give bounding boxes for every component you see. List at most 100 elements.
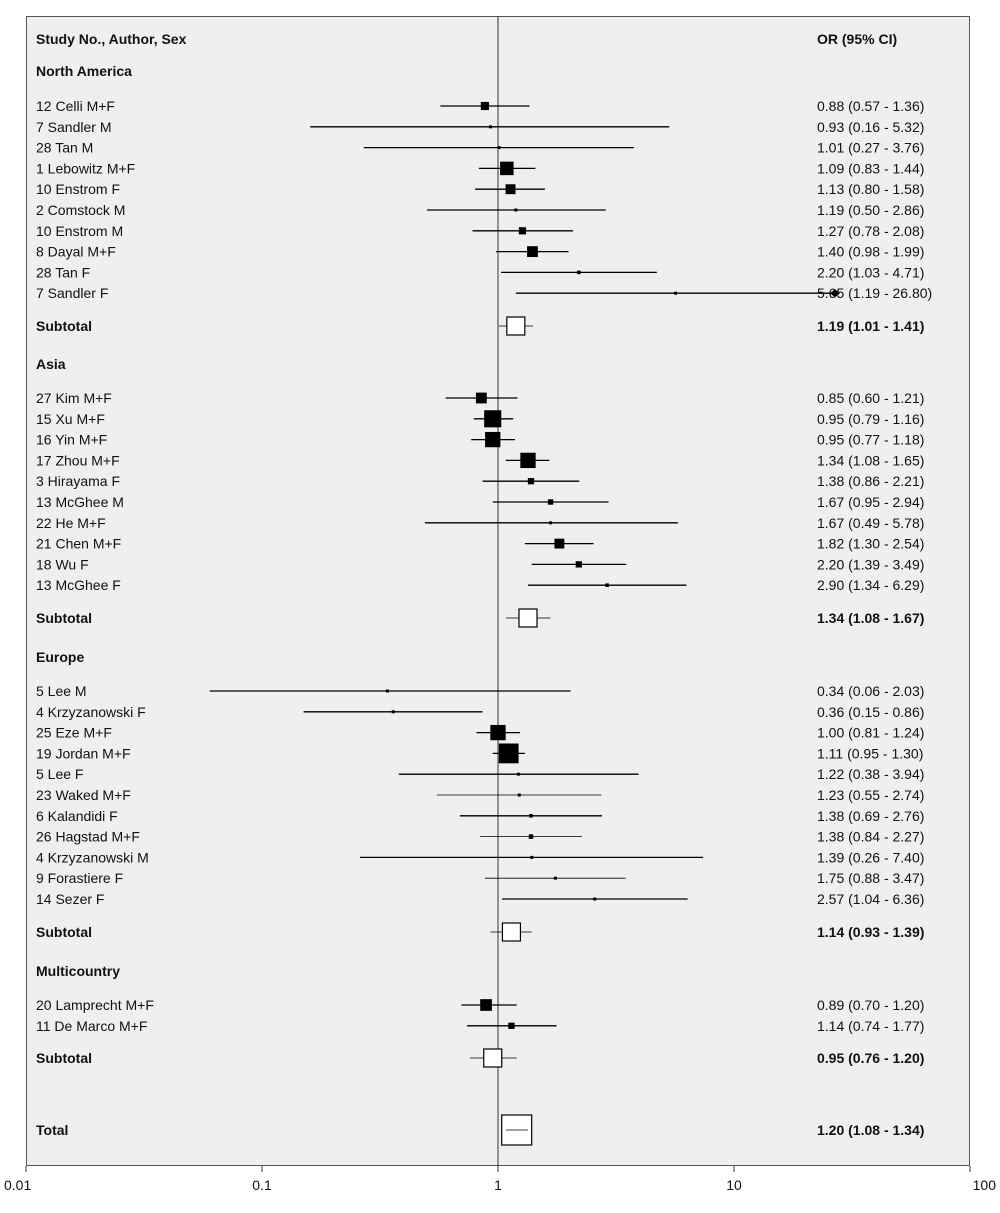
study-point-marker (508, 1022, 515, 1029)
subtotal-marker (483, 1048, 503, 1068)
study-or-value: 1.19 (0.50 - 2.86) (817, 202, 924, 218)
study-label: 3 Hirayama F (36, 473, 120, 489)
study-point-marker (527, 246, 538, 257)
study-or-value: 1.14 (0.74 - 1.77) (817, 1018, 924, 1034)
study-label: 10 Enstrom F (36, 181, 120, 197)
study-point-marker (530, 855, 534, 859)
subtotal-label: Subtotal (36, 1050, 92, 1066)
study-or-value: 1.40 (0.98 - 1.99) (817, 244, 924, 260)
study-label: 5 Lee M (36, 683, 87, 699)
group-title: Multicountry (36, 963, 120, 979)
total-label: Total (36, 1122, 68, 1138)
study-point-marker (391, 710, 395, 714)
study-label: 6 Kalandidi F (36, 808, 118, 824)
study-or-value: 1.22 (0.38 - 3.94) (817, 766, 924, 782)
subtotal-label: Subtotal (36, 924, 92, 940)
study-point-marker (498, 743, 519, 764)
study-point-marker (385, 689, 389, 693)
study-or-value: 1.01 (0.27 - 3.76) (817, 140, 924, 156)
study-label: 20 Lamprecht M+F (36, 997, 154, 1013)
study-label: 18 Wu F (36, 556, 89, 572)
study-point-marker (520, 452, 536, 469)
x-axis-tick-label: 0.01 (4, 1177, 31, 1193)
study-label: 15 Xu M+F (36, 411, 105, 427)
study-label: 16 Yin M+F (36, 432, 107, 448)
study-or-value: 0.85 (0.60 - 1.21) (817, 390, 924, 406)
study-point-marker (528, 834, 534, 839)
study-point-marker (489, 125, 493, 129)
header-or-label: OR (95% CI) (817, 31, 897, 47)
study-or-value: 1.11 (0.95 - 1.30) (817, 745, 923, 761)
study-or-value: 2.57 (1.04 - 6.36) (817, 891, 924, 907)
study-or-value: 0.93 (0.16 - 5.32) (817, 119, 924, 135)
study-or-value: 2.20 (1.03 - 4.71) (817, 264, 924, 280)
subtotal-or-value: 1.14 (0.93 - 1.39) (817, 924, 924, 940)
study-point-marker (516, 772, 520, 776)
study-or-value: 1.75 (0.88 - 3.47) (817, 870, 924, 886)
header-study-label: Study No., Author, Sex (36, 31, 187, 47)
study-label: 9 Forastiere F (36, 870, 123, 886)
study-or-value: 0.95 (0.79 - 1.16) (817, 411, 924, 427)
study-or-value: 1.67 (0.95 - 2.94) (817, 494, 924, 510)
subtotal-label: Subtotal (36, 610, 92, 626)
study-label: 4 Krzyzanowski M (36, 849, 149, 865)
study-point-marker (593, 897, 597, 901)
study-or-value: 0.95 (0.77 - 1.18) (817, 432, 924, 448)
study-label: 11 De Marco M+F (36, 1018, 147, 1034)
study-or-value: 1.34 (1.08 - 1.65) (817, 452, 924, 468)
study-or-value: 0.88 (0.57 - 1.36) (817, 98, 924, 114)
study-label: 28 Tan M (36, 140, 93, 156)
study-point-marker (605, 583, 609, 587)
subtotal-marker (506, 316, 526, 336)
study-point-marker (547, 499, 554, 505)
study-label: 25 Eze M+F (36, 725, 112, 741)
study-label: 26 Hagstad M+F (36, 829, 140, 845)
study-label: 4 Krzyzanowski F (36, 704, 146, 720)
group-title: Asia (36, 356, 66, 372)
subtotal-or-value: 1.19 (1.01 - 1.41) (817, 318, 924, 334)
study-point-marker (490, 724, 506, 741)
study-or-value: 1.82 (1.30 - 2.54) (817, 536, 924, 552)
ci-arrow-marker (830, 289, 841, 298)
x-axis-tick-label: 0.1 (252, 1177, 272, 1193)
study-or-value: 1.09 (0.83 - 1.44) (817, 160, 924, 176)
study-point-marker (554, 538, 565, 549)
study-label: 28 Tan F (36, 264, 90, 280)
study-label: 13 McGhee F (36, 577, 121, 593)
study-or-value: 0.34 (0.06 - 2.03) (817, 683, 924, 699)
study-point-marker (480, 101, 489, 111)
study-point-marker (475, 392, 487, 404)
x-axis-tick-label: 10 (726, 1177, 742, 1193)
x-axis-tick-label: 1 (494, 1177, 502, 1193)
study-or-value: 0.36 (0.15 - 0.86) (817, 704, 924, 720)
subtotal-or-value: 0.95 (0.76 - 1.20) (817, 1050, 924, 1066)
study-point-marker (577, 270, 581, 275)
study-point-marker (517, 793, 521, 797)
study-or-value: 1.38 (0.69 - 2.76) (817, 808, 924, 824)
study-or-value: 1.27 (0.78 - 2.08) (817, 223, 924, 239)
study-point-marker (518, 227, 527, 235)
study-label: 23 Waked M+F (36, 787, 131, 803)
study-label: 27 Kim M+F (36, 390, 112, 406)
subtotal-marker (518, 608, 538, 628)
study-point-marker (514, 208, 518, 212)
study-or-value: 1.38 (0.84 - 2.27) (817, 829, 924, 845)
subtotal-label: Subtotal (36, 318, 92, 334)
study-point-marker (485, 431, 501, 448)
subtotal-marker (501, 922, 522, 942)
study-label: 21 Chen M+F (36, 536, 121, 552)
study-point-marker (500, 161, 514, 176)
study-label: 19 Jordan M+F (36, 745, 131, 761)
group-title: Europe (36, 649, 84, 665)
study-point-marker (549, 521, 553, 525)
study-or-value: 2.20 (1.39 - 3.49) (817, 556, 924, 572)
group-title: North America (36, 63, 132, 79)
total-or-value: 1.20 (1.08 - 1.34) (817, 1122, 924, 1138)
study-or-value: 1.00 (0.81 - 1.24) (817, 725, 924, 741)
study-label: 5 Lee F (36, 766, 83, 782)
study-point-marker (484, 410, 502, 428)
study-or-value: 1.67 (0.49 - 5.78) (817, 515, 924, 531)
study-or-value: 1.39 (0.26 - 7.40) (817, 849, 924, 865)
study-label: 17 Zhou M+F (36, 452, 120, 468)
